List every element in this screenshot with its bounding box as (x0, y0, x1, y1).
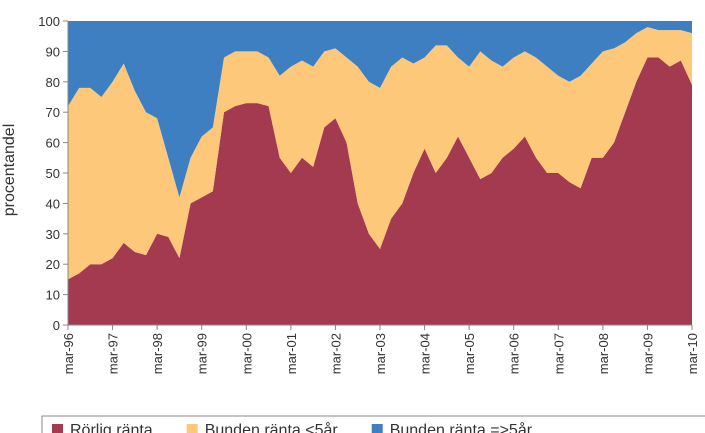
area (68, 27, 692, 280)
y-tick-label: 70 (46, 105, 60, 120)
x-tick-label: mar-99 (195, 333, 210, 374)
x-tick-label: mar-00 (239, 333, 254, 374)
y-tick-label: 50 (46, 166, 60, 181)
y-tick-label: 60 (46, 136, 60, 151)
y-tick-label: 30 (46, 227, 60, 242)
x-tick-label: mar-10 (685, 333, 700, 374)
y-tick-label: 20 (46, 257, 60, 272)
legend-label: Bunden ränta <5år (205, 421, 339, 433)
x-tick-label: mar-09 (640, 333, 655, 374)
x-tick-label: mar-08 (596, 333, 611, 374)
y-axis-label: procentandel (1, 124, 18, 217)
legend-swatch (371, 424, 383, 433)
x-tick-label: mar-97 (106, 333, 121, 374)
y-tick-label: 40 (46, 196, 60, 211)
x-tick-label: mar-01 (284, 333, 299, 374)
x-tick-label: mar-03 (373, 333, 388, 374)
x-tick-label: mar-05 (462, 333, 477, 374)
x-tick-label: mar-02 (328, 333, 343, 374)
legend-swatch (52, 424, 63, 433)
legend-swatch (186, 424, 198, 433)
y-tick-label: 100 (38, 14, 60, 29)
area (68, 21, 692, 198)
x-tick-label: mar-98 (150, 333, 165, 374)
x-tick-label: mar-06 (507, 333, 522, 374)
legend-label: Bunden ränta =>5år (390, 421, 533, 433)
area (68, 57, 692, 325)
y-tick-label: 80 (46, 75, 60, 90)
x-tick-label: mar-07 (551, 333, 566, 374)
legend-label: Rörlig ränta (70, 422, 153, 433)
x-tick-label: mar-96 (61, 333, 76, 374)
y-tick-label: 0 (53, 318, 60, 333)
y-tick-label: 90 (46, 44, 60, 59)
y-tick-label: 10 (46, 288, 60, 303)
x-tick-label: mar-04 (418, 333, 433, 374)
legend-box (41, 415, 705, 433)
